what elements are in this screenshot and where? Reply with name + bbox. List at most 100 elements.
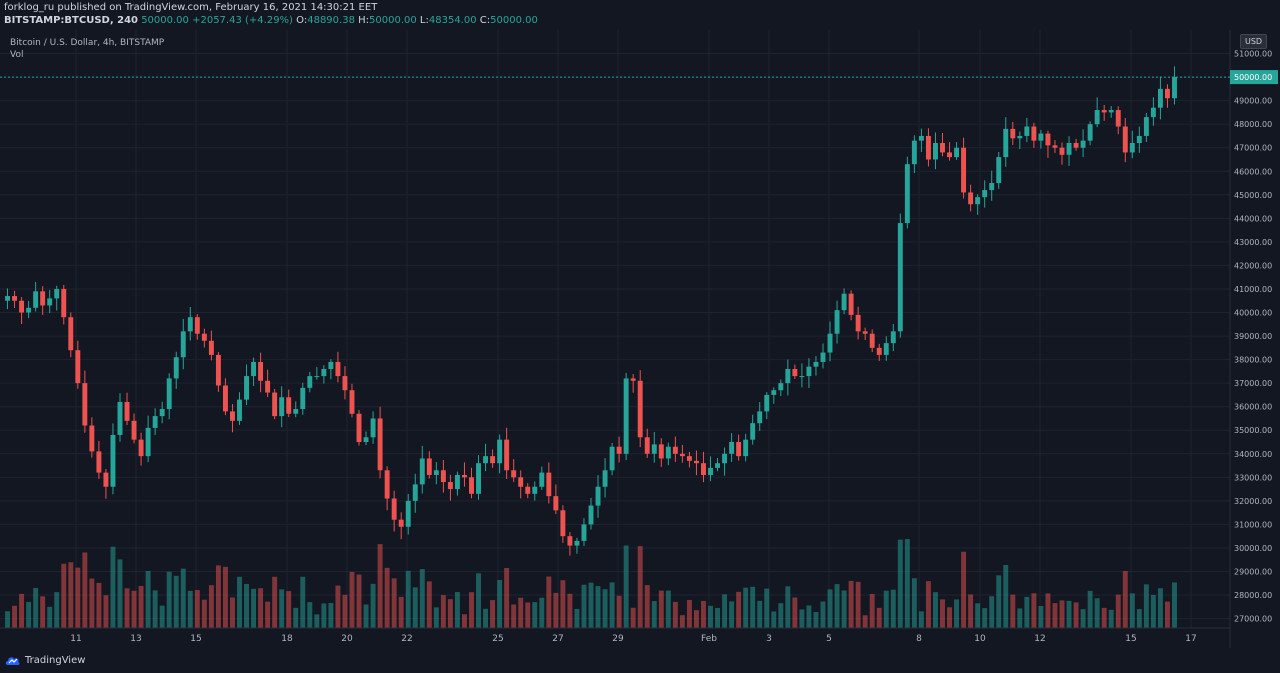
volume-bar: [412, 587, 418, 628]
volume-bar: [497, 580, 503, 628]
candles: [5, 66, 1177, 556]
volume-bar: [736, 591, 742, 628]
volume-bar: [813, 611, 819, 628]
volume-bar: [159, 605, 165, 628]
currency-button[interactable]: USD: [1240, 34, 1268, 49]
volume-bar: [925, 581, 931, 628]
open-value: 48890.38: [307, 15, 355, 26]
x-tick-label: 8: [916, 634, 922, 644]
volume-bar: [314, 614, 320, 628]
volume-bar: [462, 614, 467, 628]
y-tick-label: 39000.00: [1234, 332, 1272, 341]
candle-body: [89, 425, 95, 452]
candle-body: [764, 394, 770, 412]
volume-bar: [658, 590, 664, 628]
last-price: 50000.00: [141, 15, 189, 26]
y-tick-label: 40000.00: [1234, 309, 1272, 318]
candle-body: [370, 418, 376, 438]
candle-body: [1017, 135, 1023, 139]
candle-body: [602, 470, 608, 487]
y-tick-label: 47000.00: [1234, 144, 1272, 153]
x-tick-label: 18: [281, 634, 293, 644]
volume-bar: [862, 615, 868, 628]
volume-bar: [152, 590, 158, 628]
volume-bar: [61, 563, 67, 628]
candle-body: [1038, 133, 1044, 141]
candle-body: [244, 376, 249, 400]
volume-bar: [124, 588, 130, 628]
candle-body: [215, 354, 221, 386]
volume-bar: [637, 546, 643, 628]
y-tick-label: 29000.00: [1234, 567, 1272, 576]
candle-body: [722, 453, 728, 464]
price-axis[interactable]: 27000.00 28000.00 29000.00 30000.00 31000.00…: [1229, 30, 1280, 648]
x-tick-label: Feb: [701, 634, 717, 644]
publisher-text: forklog_ru published on TradingView.com,…: [4, 2, 378, 13]
volume-bar: [1129, 593, 1135, 628]
volume-bar: [890, 589, 896, 628]
volume-bar: [96, 582, 102, 628]
candle-body: [208, 340, 214, 355]
open-label: O:: [296, 15, 308, 26]
volume-bar: [335, 585, 341, 628]
volume-bar: [476, 573, 481, 628]
volume-bar: [426, 581, 432, 628]
volume-bar: [1157, 588, 1163, 628]
volume-bar: [806, 605, 812, 628]
candle-body: [925, 135, 931, 160]
candle-body: [940, 143, 945, 153]
volume-bar: [208, 585, 214, 628]
candle-body: [630, 378, 636, 381]
candle-body: [785, 369, 791, 384]
volume-bar: [5, 611, 10, 628]
volume-bar: [876, 607, 882, 628]
candle-body: [1003, 128, 1009, 158]
x-tick-label: 10: [974, 634, 986, 644]
tradingview-logo[interactable]: TradingView: [5, 654, 85, 666]
candle-body: [180, 331, 186, 358]
volume-bar: [110, 546, 116, 628]
volume-bar: [975, 603, 981, 628]
y-tick-label: 35000.00: [1234, 426, 1272, 435]
candle-body: [869, 333, 875, 348]
candlestick-chart[interactable]: 27000.00 28000.00 29000.00 30000.00 31000.00…: [0, 0, 1280, 650]
candle-body: [412, 484, 418, 501]
candle-body: [743, 439, 749, 457]
volume-bar: [201, 599, 207, 628]
y-tick-label: 41000.00: [1234, 285, 1272, 294]
y-tick-label: 45000.00: [1234, 191, 1272, 200]
time-axis[interactable]: 11 13 15 18 20 22 25 27 29 Feb 3 5 8 10 12 15 17: [0, 627, 1230, 644]
volume-bar: [968, 594, 974, 628]
candle-body: [335, 361, 341, 377]
volume-bar: [954, 599, 960, 628]
candle-body: [1059, 147, 1065, 155]
candle-body: [693, 460, 699, 464]
candle-body: [574, 540, 580, 546]
candle-body: [1122, 126, 1128, 153]
volume-bar: [574, 608, 580, 628]
publish-header: forklog_ru published on TradingView.com,…: [0, 0, 1280, 28]
candle-body: [398, 519, 404, 527]
close-value: 50000.00: [490, 15, 538, 26]
y-tick-label: 51000.00: [1234, 50, 1272, 59]
footer: [0, 650, 1280, 673]
candle-body: [658, 444, 664, 459]
candle-body: [47, 298, 53, 306]
volume-bar: [300, 576, 306, 628]
candle-body: [349, 390, 355, 414]
y-tick-label: 37000.00: [1234, 379, 1272, 388]
low-value: 48354.00: [428, 15, 477, 26]
volume-bar: [1073, 602, 1079, 628]
volume-bar: [672, 601, 678, 628]
price-axis-panel: [1230, 30, 1280, 648]
candle-body: [152, 416, 158, 428]
volume-bar: [743, 587, 749, 628]
candle-body: [497, 439, 503, 464]
price-change: +2057.43 (+4.29%): [192, 15, 293, 26]
candle-body: [1080, 140, 1086, 148]
candle-body: [778, 383, 784, 391]
y-tick-label: 31000.00: [1234, 520, 1272, 529]
y-tick-label: 28000.00: [1234, 591, 1272, 600]
volume-bar: [757, 600, 763, 628]
volume-bar: [525, 602, 531, 628]
